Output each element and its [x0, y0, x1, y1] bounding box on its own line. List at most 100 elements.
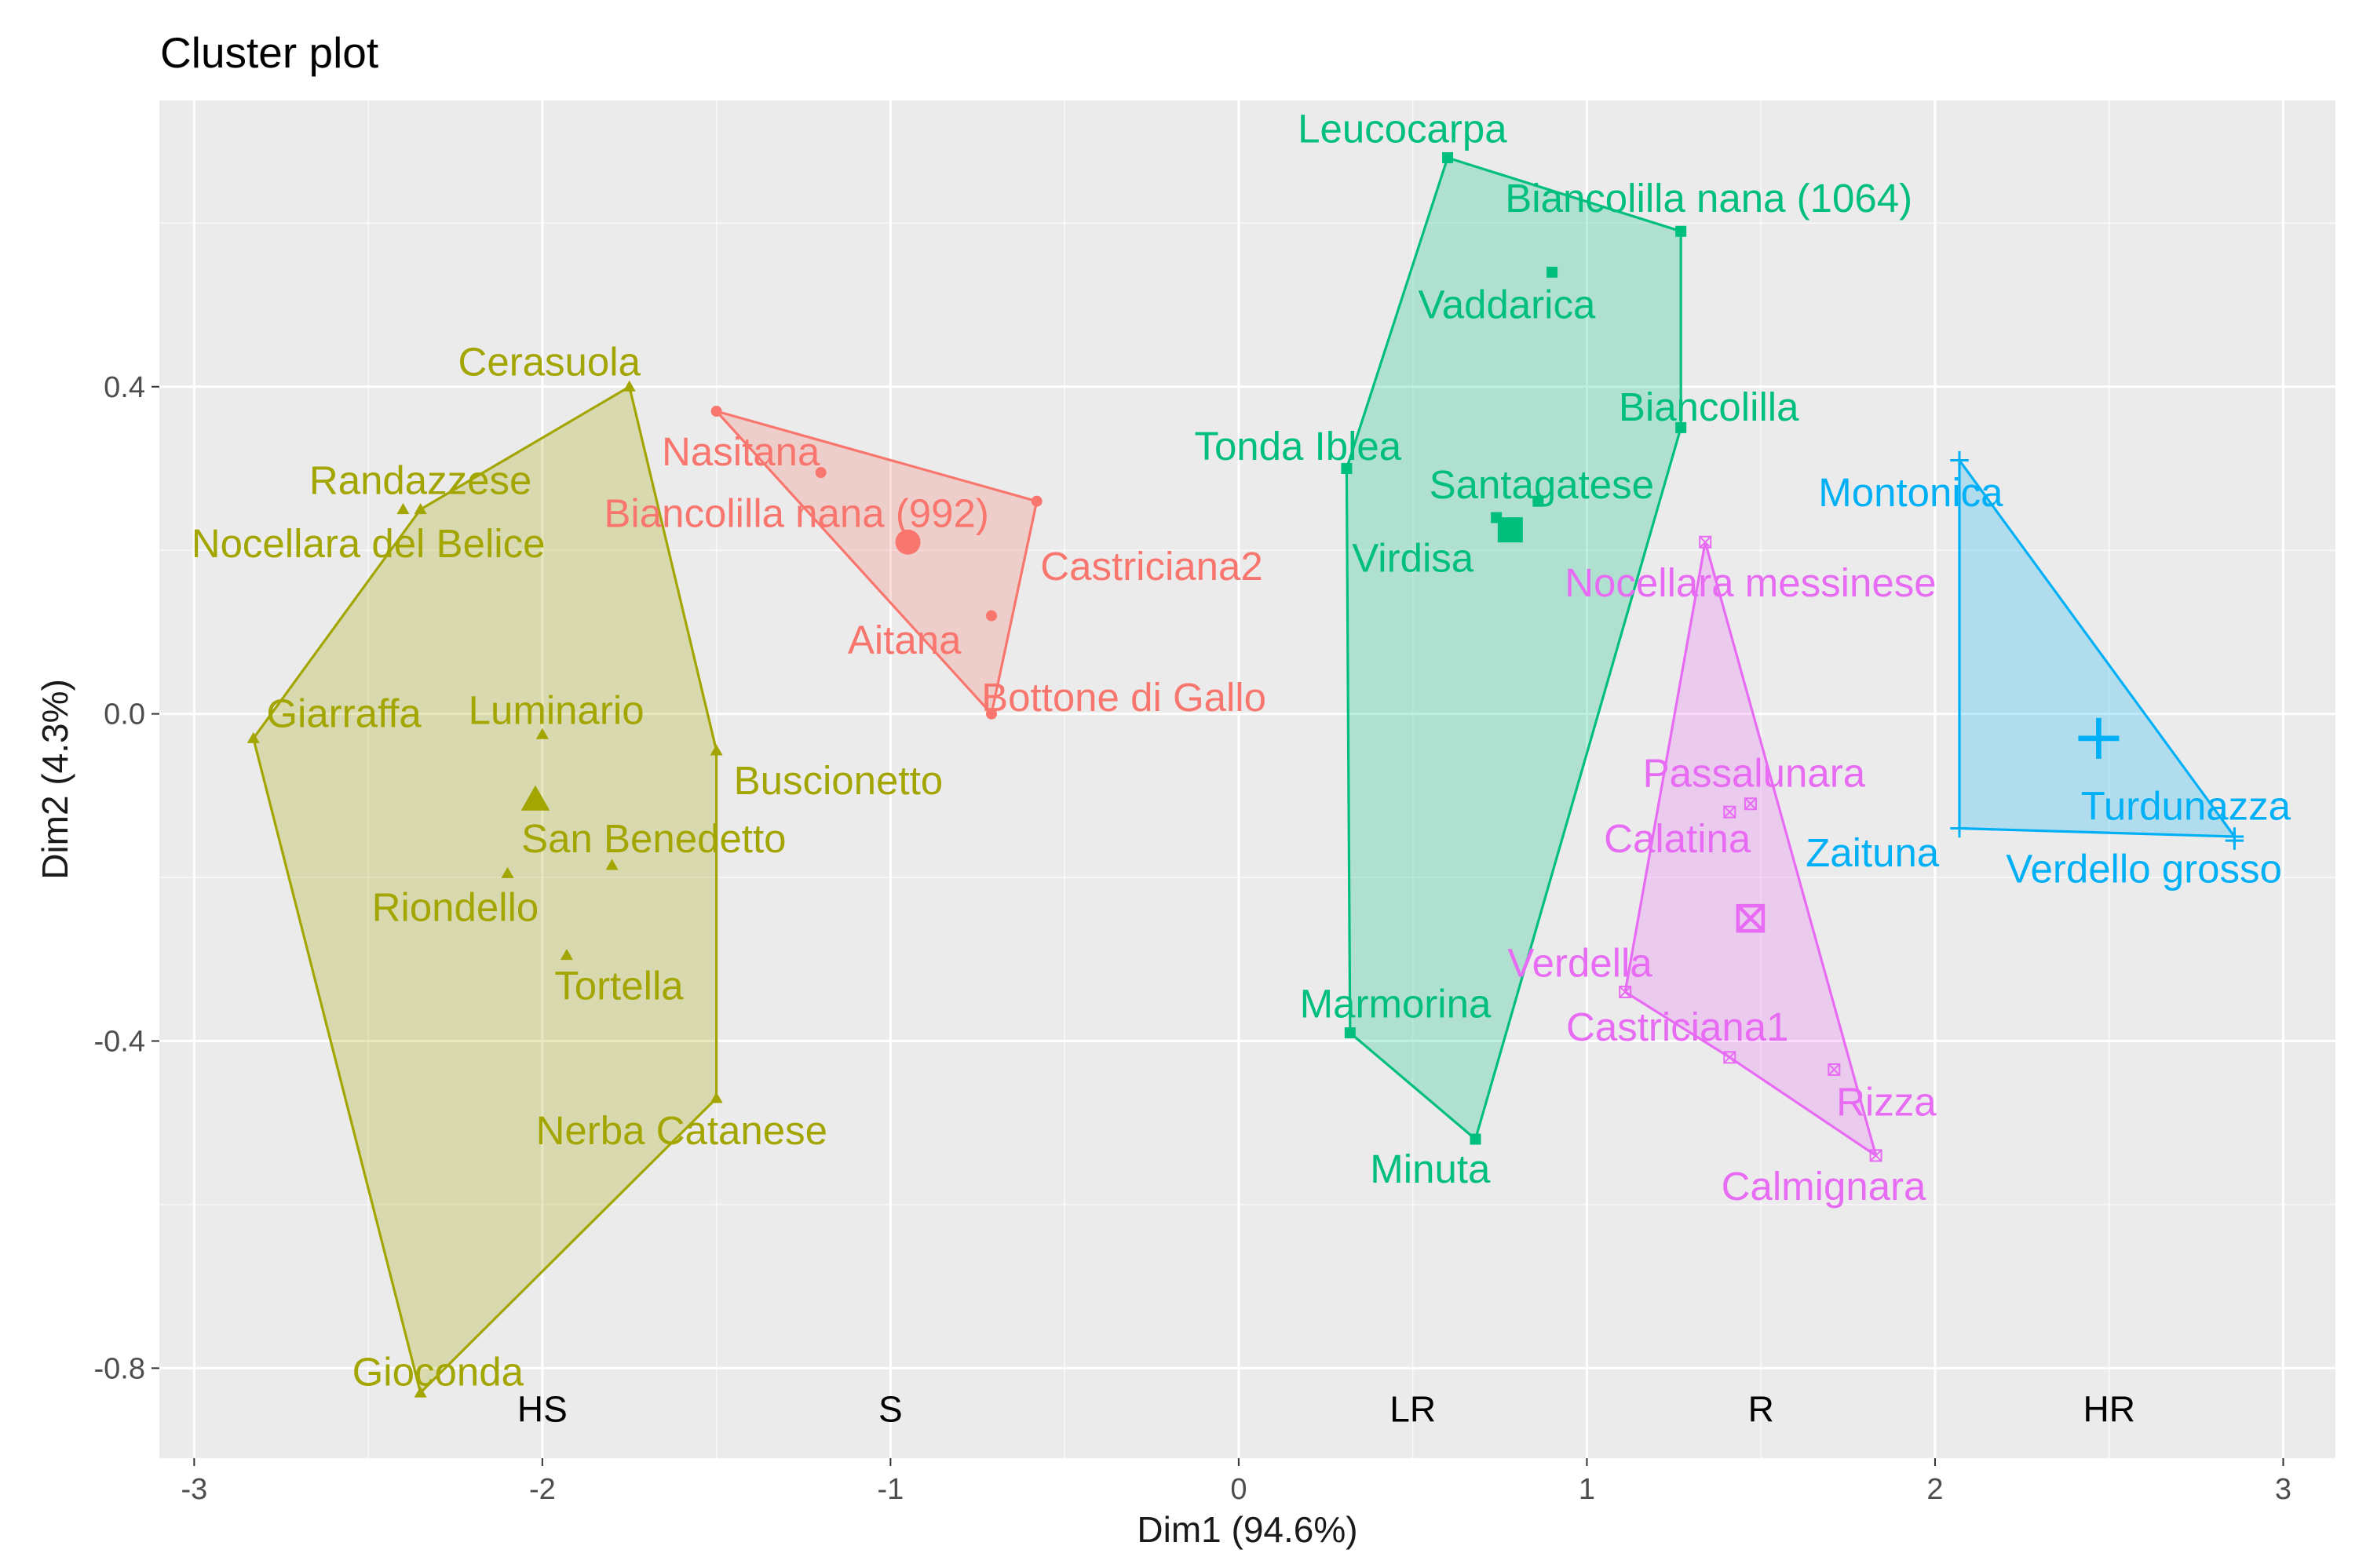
point-montonica [1950, 450, 1969, 470]
point-biancolilla [1675, 421, 1687, 433]
point-verdella-box [1619, 985, 1632, 998]
label-rizza: Rizza [1836, 1080, 1937, 1125]
label-turdunazza: Turdunazza [2081, 783, 2291, 828]
label-castriciana1: Castriciana1 [1566, 1005, 1788, 1049]
label-biancolilla: Biancolilla [1619, 385, 1799, 429]
point-castriciana2 [1031, 495, 1043, 507]
band-label-r: R [1748, 1388, 1774, 1429]
point-labels: Cerasuola Randazzese Nocellara del Belice G… [192, 106, 2291, 1394]
point-rizza-cross [1828, 1063, 1841, 1076]
point-calmignara [1869, 1149, 1882, 1162]
chart-title: Cluster plot [160, 28, 378, 77]
cluster-points [246, 151, 2244, 1398]
centroid-hs [520, 785, 550, 811]
plot-panel [159, 100, 2335, 1458]
point-vaddarica [1546, 266, 1558, 278]
band-label-hr: HR [2083, 1388, 2134, 1429]
band-label-lr: LR [1389, 1388, 1436, 1429]
point-castriciana1-box [1723, 1051, 1736, 1064]
cluster-hull-hr [1958, 458, 2236, 838]
centroid-lr [1497, 517, 1523, 543]
label-nasitana: Nasitana [662, 429, 820, 474]
label-passalunara: Passalunara [1643, 751, 1866, 796]
point-castriciana1-cross [1723, 1051, 1736, 1064]
label-bottone-di-gallo: Bottone di Gallo [981, 675, 1266, 720]
point-biancolilla-nana-1064 [1675, 225, 1687, 237]
label-zaituna: Zaituna [1806, 830, 1940, 875]
point-verdella-cross [1619, 986, 1631, 998]
point-tonda-iblea [1341, 462, 1353, 474]
point-minuta [1470, 1133, 1481, 1145]
point-marmorina [1344, 1027, 1356, 1039]
label-verdello-grosso: Verdello grosso [2006, 847, 2282, 892]
centroid-r-cross [1736, 904, 1765, 932]
point-luminario [535, 727, 549, 739]
label-minuta: Minuta [1370, 1147, 1491, 1191]
band-labels: HS S LR R HR [517, 1388, 2135, 1429]
label-randazzese: Randazzese [309, 458, 532, 503]
x-axis-tick-label: -1 [877, 1473, 904, 1506]
point-aitana [986, 610, 998, 622]
point-verdella [1619, 985, 1632, 998]
point-rizza [1828, 1063, 1841, 1076]
gridlines [159, 100, 2335, 1458]
cluster-hulls [252, 156, 2236, 1395]
point-randazzese [414, 503, 427, 515]
axis-tick-labels: -3 -2 -1 0 1 2 3 -0.8 -0.4 0.0 0.4 [94, 371, 2292, 1506]
y-axis-title: Dim2 (4.3%) [35, 679, 75, 880]
label-tonda-iblea: Tonda Iblea [1194, 424, 1401, 469]
label-riondello: Riondello [372, 885, 539, 930]
point-santagatese [1532, 495, 1544, 507]
label-marmorina: Marmorina [1300, 982, 1492, 1026]
label-tortella: Tortella [554, 964, 684, 1008]
point-nocellara-del-belice [396, 503, 410, 515]
point-buscionetto [710, 744, 723, 756]
centroid-hr [2078, 717, 2120, 759]
label-gioconda: Gioconda [352, 1350, 524, 1395]
centroid-s [895, 529, 921, 555]
label-buscionetto: Buscionetto [734, 758, 944, 803]
point-san-benedetto [605, 859, 619, 870]
point-nocellara-messinese-box [1699, 535, 1712, 549]
point-nasitana [710, 406, 722, 418]
label-biancolilla-nana-1064: Biancolilla nana (1064) [1505, 176, 1912, 221]
point-calatina [1723, 805, 1736, 819]
centroid-r [1736, 903, 1766, 933]
label-santagatese: Santagatese [1430, 462, 1654, 507]
x-axis-tick-label: -3 [181, 1473, 207, 1506]
x-axis-tick-label: 1 [1579, 1473, 1595, 1506]
label-montonica: Montonica [1818, 470, 2003, 515]
point-bottone-di-gallo [986, 708, 998, 720]
point-rizza-box [1828, 1063, 1841, 1076]
point-nocellara-messinese-cross [1699, 536, 1711, 549]
label-virdisa: Virdisa [1352, 536, 1474, 581]
point-verdello-grosso [2225, 831, 2244, 850]
label-biancolilla-nana-992: Biancolilla nana (992) [604, 490, 988, 535]
label-nocellara-del-belice: Nocellara del Belice [192, 521, 546, 566]
label-calatina: Calatina [1604, 816, 1751, 861]
x-axis-tick-label: 2 [1926, 1473, 1943, 1506]
point-giarraffa [246, 731, 260, 743]
label-san-benedetto: San Benedetto [521, 816, 786, 861]
point-calatina-box [1723, 805, 1736, 819]
point-calatina-cross [1723, 805, 1736, 819]
x-axis-tick-label: 0 [1230, 1473, 1247, 1506]
label-leucocarpa: Leucocarpa [1298, 106, 1507, 151]
label-luminario: Luminario [469, 687, 645, 732]
label-verdella: Verdella [1507, 940, 1652, 985]
band-label-s: S [878, 1388, 903, 1429]
label-cerasuola: Cerasuola [458, 339, 641, 384]
point-calmignara-cross [1869, 1149, 1882, 1162]
y-axis-tick-label: 0.4 [104, 371, 145, 404]
x-axis-tick-label: -2 [529, 1473, 556, 1506]
label-nocellara-messinese: Nocellara messinese [1565, 560, 1936, 605]
label-nerba-catanese: Nerba Catanese [536, 1108, 827, 1153]
point-passalunara [1744, 797, 1757, 811]
x-axis-tick-label: 3 [2275, 1473, 2291, 1506]
y-axis-tick-label: -0.8 [94, 1352, 145, 1385]
point-zaituna [1950, 819, 1969, 838]
point-biancolilla-nana-992 [815, 467, 827, 479]
point-passalunara-cross [1744, 797, 1757, 810]
y-axis-tick-label: 0.0 [104, 698, 145, 731]
label-vaddarica: Vaddarica [1418, 283, 1596, 327]
